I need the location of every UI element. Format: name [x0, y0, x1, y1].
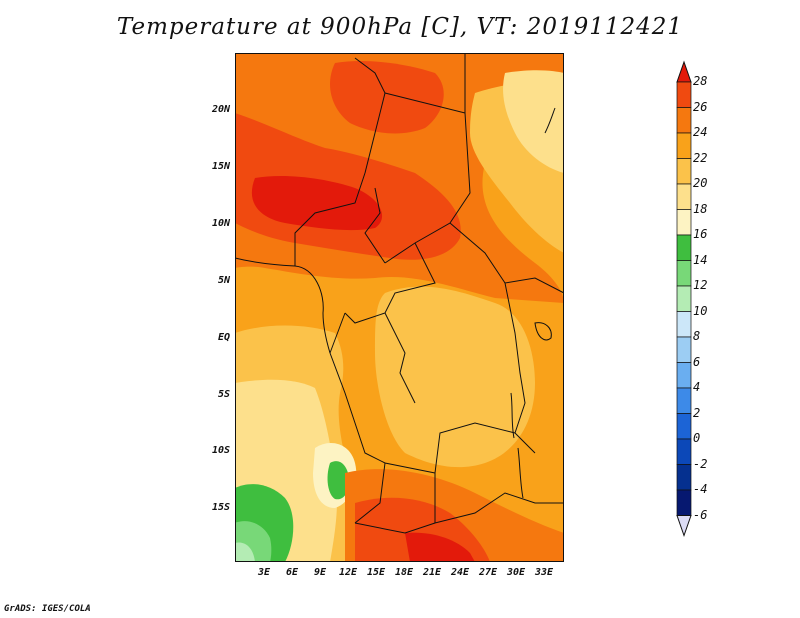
colorbar-swatch	[676, 260, 692, 287]
colorbar-label: 14	[693, 252, 708, 267]
lon-label-15e: 15E	[366, 567, 386, 578]
temp-zone-20-22-basin	[375, 286, 535, 468]
colorbar-swatch	[676, 387, 692, 414]
colorbar-swatch	[676, 311, 692, 338]
colorbar-swatch	[676, 234, 692, 261]
lon-label-30e: 30E	[506, 567, 526, 578]
temp-zone-10-12	[235, 542, 255, 562]
colorbar-label: -2	[693, 456, 708, 471]
colorbar-label: 4	[693, 380, 701, 394]
colorbar-label: 10	[693, 303, 708, 318]
colorbar-label: 22	[693, 150, 708, 165]
grads-credit: GrADS: IGES/COLA	[4, 604, 91, 614]
colorbar-swatch	[676, 183, 692, 210]
colorbar-swatch	[676, 362, 692, 389]
lat-label-15s: 15S	[211, 502, 230, 513]
colorbar-label: 6	[693, 354, 701, 369]
temperature-map	[235, 53, 564, 562]
colorbar-label: -6	[693, 507, 708, 522]
colorbar-swatch	[676, 107, 692, 134]
colorbar-label: 8	[693, 329, 701, 343]
lat-label-10s: 10S	[211, 445, 230, 456]
temp-zone-14-16-inland	[327, 461, 350, 500]
temp-zone-18-20-northeast	[503, 70, 564, 173]
lat-label-10n: 10N	[211, 218, 230, 229]
colorbar-label: 28	[693, 74, 708, 88]
lon-label-27e: 27E	[478, 567, 498, 578]
colorbar-swatch	[676, 464, 692, 491]
lon-label-33e: 33E	[534, 567, 554, 578]
lat-label-5s: 5S	[217, 389, 230, 400]
lat-label-20n: 20N	[211, 104, 230, 115]
lon-label-21e: 21E	[422, 567, 442, 578]
colorbar-arrow-bottom	[676, 515, 692, 538]
colorbar-swatch	[676, 285, 692, 312]
colorbar-label: 0	[693, 431, 701, 445]
colorbar-label: 20	[693, 176, 708, 190]
lat-label-eq: EQ	[217, 332, 230, 343]
temp-zone-28plus-south	[405, 532, 475, 562]
colorbar-swatch	[676, 158, 692, 185]
colorbar-label: 12	[693, 278, 708, 292]
colorbar-label: 24	[693, 125, 708, 139]
colorbar-label: 26	[693, 99, 708, 114]
lon-label-3e: 3E	[257, 567, 271, 578]
colorbar-swatch	[676, 413, 692, 440]
map-frame	[235, 53, 564, 562]
colorbar	[676, 60, 692, 538]
lat-label-5n: 5N	[217, 275, 230, 286]
temp-zone-28plus	[251, 176, 383, 231]
lat-label-15n: 15N	[211, 161, 230, 172]
temp-zone-26-28-saharan	[330, 61, 444, 134]
lon-label-9e: 9E	[313, 567, 327, 578]
lakes	[510, 107, 556, 499]
lon-label-24e: 24E	[450, 567, 470, 578]
lon-label-18e: 18E	[394, 567, 414, 578]
chart-title: Temperature at 900hPa [C], VT: 201911242…	[116, 14, 684, 40]
colorbar-label: 16	[693, 227, 708, 241]
colorbar-label: 2	[693, 405, 701, 420]
colorbar-swatch	[676, 438, 692, 465]
colorbar-arrow-top	[676, 60, 692, 83]
colorbar-swatch	[676, 132, 692, 159]
lon-label-6e: 6E	[285, 567, 299, 578]
colorbar-label: -4	[693, 482, 708, 496]
country-borders	[235, 53, 564, 534]
colorbar-swatch	[676, 336, 692, 363]
colorbar-swatch	[676, 209, 692, 236]
lon-label-12e: 12E	[338, 567, 358, 578]
colorbar-swatch	[676, 489, 692, 516]
colorbar-swatch	[676, 81, 692, 108]
colorbar-label: 18	[693, 201, 708, 216]
